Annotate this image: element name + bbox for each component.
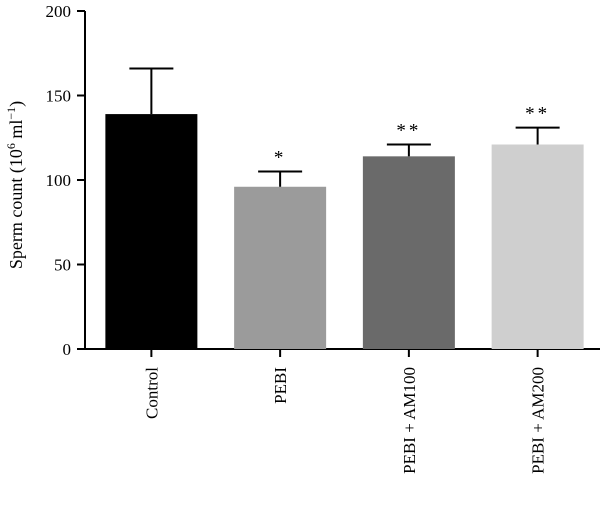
y-tick-label: 100 (46, 171, 72, 190)
x-category-label: PEBI (271, 367, 290, 404)
y-tick-label: 200 (46, 2, 72, 21)
bars (105, 114, 584, 349)
y-tick-label: 50 (54, 256, 71, 275)
y-axis-title-sup: 6 (4, 143, 18, 149)
y-axis-title-end: ) (6, 101, 27, 107)
y-axis-title: Sperm count (106 ml−1) (4, 101, 27, 269)
significance-label: * (274, 148, 287, 169)
x-category-label: Control (142, 367, 161, 419)
significance-label: ** (396, 121, 421, 142)
y-tick-label: 150 (46, 87, 72, 106)
bar (491, 144, 584, 349)
bar (105, 114, 198, 349)
y-axis-title-mid: ml (6, 120, 26, 144)
y-axis-title-main: Sperm count (10 (6, 149, 27, 269)
bar (362, 156, 455, 349)
bar (234, 186, 327, 349)
error-bars (129, 67, 560, 187)
x-category-labels: Control PEBI PEBI + AM100 PEBI + AM200 (142, 349, 548, 474)
significance-label: ** (525, 104, 550, 125)
x-category-label: PEBI + AM200 (529, 367, 548, 474)
y-ticks: 0 50 100 150 200 (46, 2, 85, 359)
y-tick-label: 0 (63, 340, 72, 359)
x-category-label: PEBI + AM100 (400, 367, 419, 474)
y-axis-title-sup2: −1 (4, 107, 18, 120)
significance-marks: ***** (274, 104, 550, 169)
